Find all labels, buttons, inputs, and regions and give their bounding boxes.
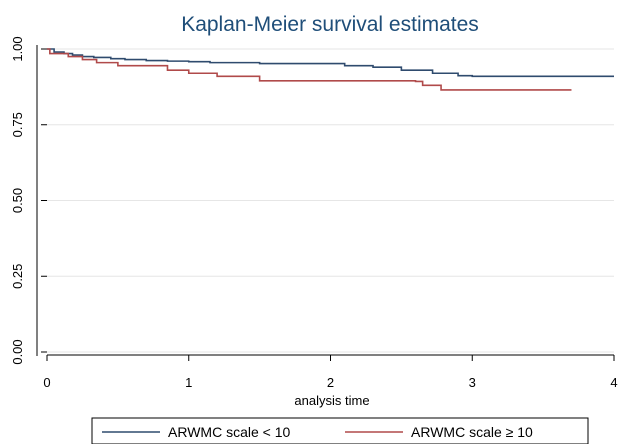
y-tick-label: 0.75: [10, 112, 25, 137]
x-axis-title: analysis time: [294, 393, 369, 408]
y-tick-label: 0.25: [10, 264, 25, 289]
x-tick-label: 1: [185, 375, 192, 390]
y-tick-label: 0.00: [10, 339, 25, 364]
x-tick-label: 2: [327, 375, 334, 390]
y-tick-label: 0.50: [10, 188, 25, 213]
plot-series: [47, 48, 614, 91]
legend: ARWMC scale < 10 ARWMC scale ≥ 10: [91, 417, 589, 444]
chart-title: Kaplan-Meier survival estimates: [181, 13, 479, 36]
plot-axes: 0.00 0.25 0.50 0.75 1.00 0 1 2 3 4: [10, 36, 618, 390]
survival-curve-series-1: [47, 48, 614, 78]
legend-label-series-1: ARWMC scale < 10: [168, 424, 290, 440]
survival-curve-series-2: [47, 48, 572, 91]
plot-gridlines: [47, 48, 614, 353]
y-tick-label: 1.00: [10, 36, 25, 61]
x-tick-label: 4: [610, 375, 617, 390]
legend-label-series-2: ARWMC scale ≥ 10: [411, 424, 533, 440]
x-tick-label: 0: [43, 375, 50, 390]
legend-box: [91, 417, 589, 444]
x-tick-label: 3: [469, 375, 476, 390]
